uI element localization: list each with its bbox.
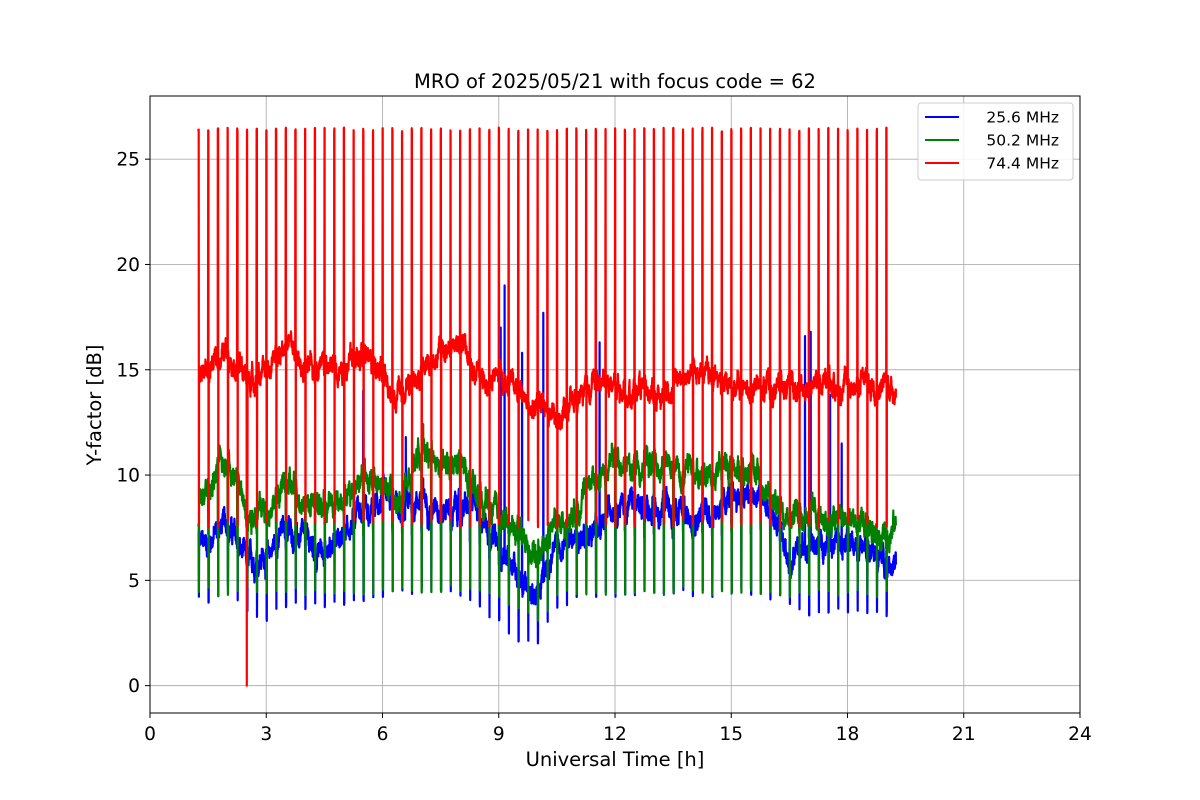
y-tick-label: 15: [116, 360, 140, 381]
legend-entry: 50.2 MHz: [986, 132, 1059, 150]
x-tick-label: 6: [377, 724, 389, 745]
chart-title: MRO of 2025/05/21 with focus code = 62: [414, 70, 816, 93]
y-axis-label: Y-factor [dB]: [83, 345, 106, 467]
y-tick-label: 20: [116, 255, 140, 276]
legend: 25.6 MHz 50.2 MHz 74.4 MHz: [917, 102, 1074, 181]
legend-box: [917, 102, 1074, 181]
y-tick-label: 25: [116, 150, 140, 171]
x-tick-label: 0: [144, 724, 156, 745]
x-tick-label: 3: [260, 724, 272, 745]
x-tick-label: 15: [719, 724, 743, 745]
y-tick-label: 5: [128, 571, 140, 592]
y-axis: 0 5 10 15 20 25: [116, 150, 150, 697]
x-tick-label: 24: [1068, 724, 1092, 745]
legend-entry: 25.6 MHz: [986, 109, 1059, 127]
x-tick-label: 9: [493, 724, 505, 745]
x-axis-label: Universal Time [h]: [526, 748, 705, 771]
y-tick-label: 10: [116, 466, 140, 487]
x-tick-label: 21: [952, 724, 976, 745]
x-tick-label: 18: [836, 724, 860, 745]
x-axis: 0 3 6 9 12 15 18 21 24: [144, 713, 1092, 745]
y-tick-label: 0: [128, 676, 140, 697]
series-line-74-4-mhz: [197, 126, 897, 687]
series-layer: [197, 126, 897, 687]
legend-entry: 74.4 MHz: [986, 155, 1059, 173]
x-tick-label: 12: [603, 724, 627, 745]
